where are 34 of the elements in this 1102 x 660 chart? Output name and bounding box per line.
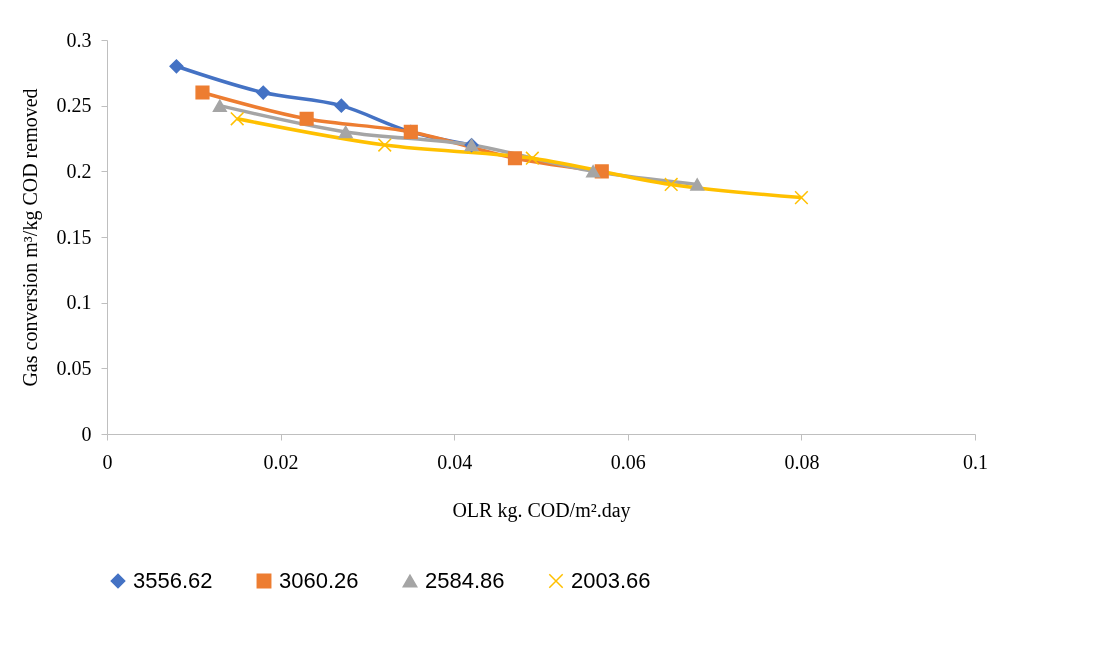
point [334,98,349,113]
y-tick-label: 0.1 [66,291,92,314]
x-tick-label: 0.1 [963,450,988,473]
y-tick-label: 0.15 [56,225,92,248]
y-tick-label: 0.3 [66,28,92,51]
legend-label: 2003.66 [571,568,651,593]
point [586,165,601,178]
point [794,190,809,205]
x-axis-title: OLR kg. COD/m².day [452,498,631,522]
legend-label: 3060.26 [279,568,359,593]
point [664,177,679,192]
legend-label: 2584.86 [425,568,505,593]
point [338,125,353,139]
point [230,111,245,126]
point [507,151,523,166]
point [256,85,271,100]
y-tick-label: 0.05 [56,356,92,379]
x-tick-label: 0.08 [784,450,820,473]
x-tick-label: 0.04 [437,450,473,473]
point [299,111,314,126]
point [690,178,705,191]
y-tick-label: 0.25 [56,94,92,117]
legend-label: 3556.62 [133,568,213,593]
x-tick-label: 0 [102,450,113,473]
point [169,59,184,74]
x-tick-label: 0.06 [610,450,646,473]
point [212,99,227,112]
y-tick-label: 0.2 [66,159,92,182]
point [377,137,392,153]
point [195,85,210,100]
point [525,151,540,166]
y-tick-label: 0 [81,422,92,445]
x-tick-label: 0.02 [263,450,299,473]
y-axis-title: Gas conversion m³/kg COD removed [18,88,42,387]
